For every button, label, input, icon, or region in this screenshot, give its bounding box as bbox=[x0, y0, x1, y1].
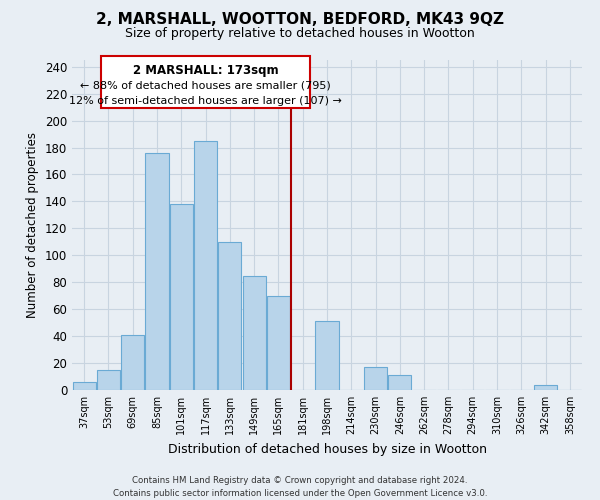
Bar bbox=[534, 384, 557, 390]
X-axis label: Distribution of detached houses by size in Wootton: Distribution of detached houses by size … bbox=[167, 442, 487, 456]
Bar bbox=[242, 276, 266, 390]
Text: ← 88% of detached houses are smaller (795): ← 88% of detached houses are smaller (79… bbox=[80, 80, 331, 90]
Bar bbox=[97, 370, 120, 390]
Bar bbox=[145, 153, 169, 390]
Bar bbox=[194, 141, 217, 390]
Text: 2, MARSHALL, WOOTTON, BEDFORD, MK43 9QZ: 2, MARSHALL, WOOTTON, BEDFORD, MK43 9QZ bbox=[96, 12, 504, 28]
Bar bbox=[218, 242, 241, 390]
Text: Contains HM Land Registry data © Crown copyright and database right 2024.
Contai: Contains HM Land Registry data © Crown c… bbox=[113, 476, 487, 498]
Bar bbox=[267, 296, 290, 390]
Y-axis label: Number of detached properties: Number of detached properties bbox=[26, 132, 39, 318]
Bar bbox=[316, 322, 338, 390]
Bar bbox=[364, 367, 387, 390]
Bar bbox=[73, 382, 95, 390]
Bar bbox=[170, 204, 193, 390]
Bar bbox=[388, 375, 412, 390]
Bar bbox=[101, 56, 310, 108]
Text: 12% of semi-detached houses are larger (107) →: 12% of semi-detached houses are larger (… bbox=[69, 96, 342, 106]
Text: 2 MARSHALL: 173sqm: 2 MARSHALL: 173sqm bbox=[133, 64, 278, 77]
Text: Size of property relative to detached houses in Wootton: Size of property relative to detached ho… bbox=[125, 28, 475, 40]
Bar bbox=[121, 335, 144, 390]
